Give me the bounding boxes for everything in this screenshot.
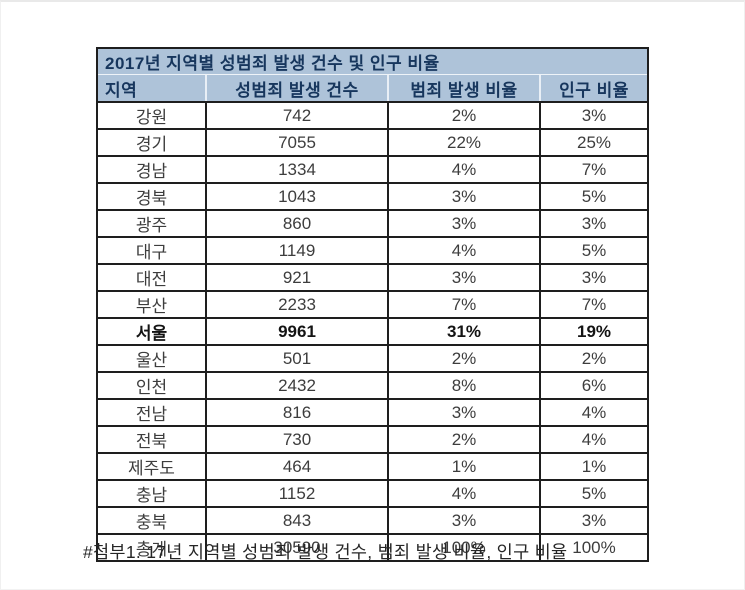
count-cell: 816 bbox=[205, 398, 387, 425]
pop-ratio-cell: 1% bbox=[539, 452, 647, 479]
table-row-chungbuk: 충북 843 3% 3% bbox=[98, 506, 647, 533]
column-header-count: 성범죄 발생 건수 bbox=[205, 75, 387, 101]
region-name-cell: 경기 bbox=[98, 128, 205, 155]
table-row-daegu: 대구 1149 4% 5% bbox=[98, 236, 647, 263]
crime-ratio-cell: 3% bbox=[387, 209, 539, 236]
pop-ratio-cell: 4% bbox=[539, 425, 647, 452]
count-cell: 7055 bbox=[205, 128, 387, 155]
column-header-crime-ratio: 범죄 발생 비율 bbox=[387, 75, 539, 101]
region-name-cell: 총계 bbox=[98, 533, 205, 560]
count-cell: 1149 bbox=[205, 236, 387, 263]
count-cell: 2233 bbox=[205, 290, 387, 317]
pop-ratio-cell: 3% bbox=[539, 101, 647, 128]
table-row-daejeon: 대전 921 3% 3% bbox=[98, 263, 647, 290]
pop-ratio-cell: 7% bbox=[539, 155, 647, 182]
count-cell: 1152 bbox=[205, 479, 387, 506]
table-row-gyeonggi: 경기 7055 22% 25% bbox=[98, 128, 647, 155]
table-title-row: 2017년 지역별 성범죄 발생 건수 및 인구 비율 bbox=[98, 49, 647, 75]
table-title: 2017년 지역별 성범죄 발생 건수 및 인구 비율 bbox=[98, 49, 647, 75]
region-name-cell: 대전 bbox=[98, 263, 205, 290]
table-row-busan: 부산 2233 7% 7% bbox=[98, 290, 647, 317]
crime-ratio-cell: 22% bbox=[387, 128, 539, 155]
table-row-jeonnam: 전남 816 3% 4% bbox=[98, 398, 647, 425]
count-cell: 30590 bbox=[205, 533, 387, 560]
region-name-cell: 강원 bbox=[98, 101, 205, 128]
region-name-cell: 부산 bbox=[98, 290, 205, 317]
table-row-ulsan: 울산 501 2% 2% bbox=[98, 344, 647, 371]
region-name-cell: 제주도 bbox=[98, 452, 205, 479]
region-name-cell: 충북 bbox=[98, 506, 205, 533]
count-cell: 464 bbox=[205, 452, 387, 479]
pop-ratio-cell: 2% bbox=[539, 344, 647, 371]
crime-ratio-cell: 100% bbox=[387, 533, 539, 560]
count-cell: 742 bbox=[205, 101, 387, 128]
pop-ratio-cell: 3% bbox=[539, 506, 647, 533]
pop-ratio-cell: 3% bbox=[539, 263, 647, 290]
region-name-cell: 울산 bbox=[98, 344, 205, 371]
count-cell: 2432 bbox=[205, 371, 387, 398]
table-row-total: 총계 30590 100% 100% bbox=[98, 533, 647, 560]
table-row-gangwon: 강원 742 2% 3% bbox=[98, 101, 647, 128]
count-cell: 843 bbox=[205, 506, 387, 533]
crime-ratio-cell: 2% bbox=[387, 101, 539, 128]
count-cell: 9961 bbox=[205, 317, 387, 344]
pop-ratio-cell: 5% bbox=[539, 479, 647, 506]
table-row-chungnam: 충남 1152 4% 5% bbox=[98, 479, 647, 506]
region-name-cell: 전북 bbox=[98, 425, 205, 452]
column-header-region: 지역 bbox=[98, 75, 205, 101]
count-cell: 501 bbox=[205, 344, 387, 371]
crime-ratio-cell: 3% bbox=[387, 506, 539, 533]
table-row-gyeongbuk: 경북 1043 3% 5% bbox=[98, 182, 647, 209]
table-row-jeonbuk: 전북 730 2% 4% bbox=[98, 425, 647, 452]
count-cell: 860 bbox=[205, 209, 387, 236]
crime-ratio-cell: 31% bbox=[387, 317, 539, 344]
crime-ratio-cell: 7% bbox=[387, 290, 539, 317]
pop-ratio-cell: 19% bbox=[539, 317, 647, 344]
region-name-cell: 서울 bbox=[98, 317, 205, 344]
region-name-cell: 광주 bbox=[98, 209, 205, 236]
attachment-caption: #첨부1. 17년 지역별 성범죄 발생 건수, 범죄 발생 비율, 인구 비율 bbox=[83, 542, 568, 562]
crime-ratio-cell: 4% bbox=[387, 155, 539, 182]
table-row-jejudo: 제주도 464 1% 1% bbox=[98, 452, 647, 479]
count-cell: 1043 bbox=[205, 182, 387, 209]
table-row-gwangju: 광주 860 3% 3% bbox=[98, 209, 647, 236]
count-cell: 730 bbox=[205, 425, 387, 452]
crime-stats-table: 2017년 지역별 성범죄 발생 건수 및 인구 비율 지역 성범죄 발생 건수… bbox=[96, 47, 649, 562]
region-name-cell: 인천 bbox=[98, 371, 205, 398]
count-cell: 1334 bbox=[205, 155, 387, 182]
pop-ratio-cell: 5% bbox=[539, 182, 647, 209]
crime-ratio-cell: 2% bbox=[387, 425, 539, 452]
crime-ratio-cell: 3% bbox=[387, 398, 539, 425]
pop-ratio-cell: 7% bbox=[539, 290, 647, 317]
pop-ratio-cell: 3% bbox=[539, 209, 647, 236]
count-cell: 921 bbox=[205, 263, 387, 290]
crime-ratio-cell: 1% bbox=[387, 452, 539, 479]
table-row-seoul: 서울 9961 31% 19% bbox=[98, 317, 647, 344]
column-header-pop-ratio: 인구 비율 bbox=[539, 75, 647, 101]
pop-ratio-cell: 6% bbox=[539, 371, 647, 398]
pop-ratio-cell: 4% bbox=[539, 398, 647, 425]
table-row-gyeongnam: 경남 1334 4% 7% bbox=[98, 155, 647, 182]
crime-ratio-cell: 3% bbox=[387, 182, 539, 209]
region-name-cell: 경남 bbox=[98, 155, 205, 182]
table-header-row: 지역 성범죄 발생 건수 범죄 발생 비율 인구 비율 bbox=[98, 75, 647, 101]
pop-ratio-cell: 100% bbox=[539, 533, 647, 560]
crime-ratio-cell: 3% bbox=[387, 263, 539, 290]
table-row-incheon: 인천 2432 8% 6% bbox=[98, 371, 647, 398]
crime-ratio-cell: 4% bbox=[387, 236, 539, 263]
region-name-cell: 대구 bbox=[98, 236, 205, 263]
pop-ratio-cell: 25% bbox=[539, 128, 647, 155]
pop-ratio-cell: 5% bbox=[539, 236, 647, 263]
region-name-cell: 경북 bbox=[98, 182, 205, 209]
crime-ratio-cell: 8% bbox=[387, 371, 539, 398]
region-name-cell: 전남 bbox=[98, 398, 205, 425]
crime-ratio-cell: 4% bbox=[387, 479, 539, 506]
region-name-cell: 충남 bbox=[98, 479, 205, 506]
crime-ratio-cell: 2% bbox=[387, 344, 539, 371]
